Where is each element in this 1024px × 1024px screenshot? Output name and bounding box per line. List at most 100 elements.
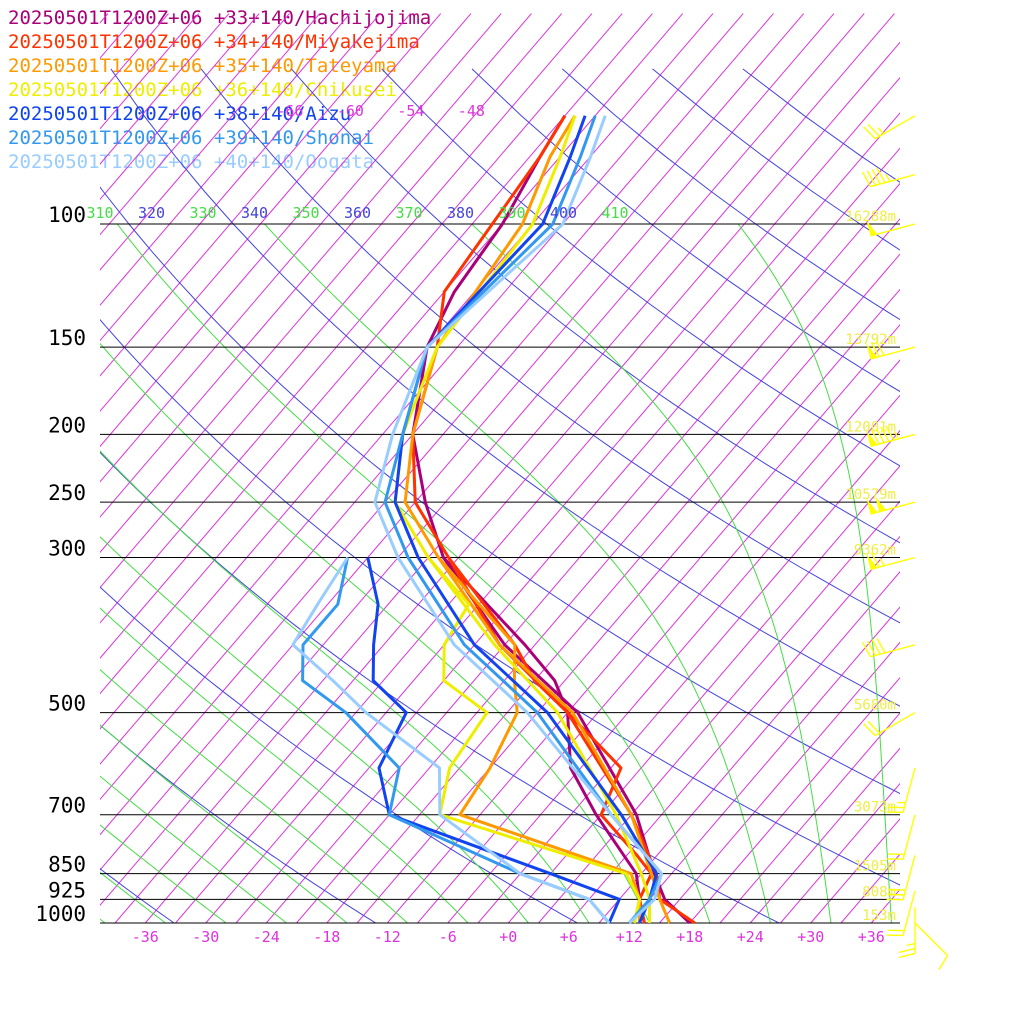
wind-barb-feather [871,169,881,185]
dewpoint-line [366,557,621,924]
temperature-tick-label: +36 [858,928,885,946]
upper-isotherm-label: -60 [337,102,364,120]
isotherm-line [100,13,139,59]
wind-barb-staff [870,346,916,360]
height-label: 5680m [854,698,896,714]
wind-barb-staff [870,556,916,571]
isotherm-line [100,13,593,589]
isotherm-line [100,13,714,730]
height-label: 808m [862,884,896,900]
height-label: 9362m [854,543,896,559]
wind-barb [886,855,916,901]
isotherm-line [962,14,1024,923]
isotherm-line [992,14,1024,923]
isentrope-label: 310 [86,204,113,222]
pressure-tick-label: 200 [48,413,86,437]
legend-entry: 20250501T1200Z+06 +33+140/Hachijojima [8,7,432,29]
isotherm-line [100,13,653,659]
isotherm-line [265,182,900,923]
dry-adiabat-line [100,868,175,923]
moist-adiabat-line [947,224,958,923]
wind-barb-feather [898,952,916,959]
dewpoint-line [442,556,646,924]
wind-barb-feather [885,425,895,441]
isotherm-line [386,323,900,923]
dry-adiabat-line [561,68,900,321]
isotherm-line [100,13,411,377]
wind-barb-staff [902,890,916,936]
isotherm-line [100,13,381,342]
legend-entry: 20250501T1200Z+06 +40+140/Oogata [8,151,375,173]
pressure-tick-label: 500 [48,692,86,716]
dry-adiabat-line [100,186,900,795]
isotherm-line [100,13,563,554]
isotherm-line [235,147,900,923]
isentrope-label: 330 [189,204,216,222]
dry-adiabat-line [381,68,900,467]
isotherm-line [932,14,1024,923]
wind-barb-feather [870,552,880,568]
isotherm-line [100,13,230,165]
isotherm-line [100,13,200,130]
upper-isotherm-label: -66 [276,102,303,120]
wind-barb-flag [866,220,878,236]
pressure-tick-label: 925 [48,878,86,902]
legend-entry: 20250501T1200Z+06 +38+140/Aizu [8,103,352,125]
dry-adiabat-line [100,318,900,886]
isentrope-label: 320 [138,204,165,222]
pressure-tick-label: 1000 [35,902,86,926]
isotherm-line [100,13,290,236]
wind-barb-feather [863,126,876,140]
wind-barb [861,638,916,658]
isotherm-line [100,13,169,95]
temperature-line [411,114,696,925]
wind-barb-staff [902,767,916,813]
wind-barb [914,922,949,971]
height-label: 16288m [845,209,896,225]
temperature-tick-label: -24 [253,928,280,946]
wind-barb-staff [902,855,916,900]
isotherm-line [144,41,900,923]
temperature-tick-label: +12 [616,928,643,946]
wind-barb [886,890,916,937]
wind-barb [866,552,916,571]
wind-barb-staff [902,814,916,860]
isentrope-label: 380 [447,204,474,222]
isotherm-line [780,782,900,923]
isotherm-line [100,13,744,765]
wind-barb-staff [870,173,916,188]
moist-adiabat-line [1013,224,1024,923]
wind-barb-half-feather [879,558,885,567]
isotherm-line [114,13,895,923]
wind-barb-flag [875,496,887,512]
isotherm-line [538,500,900,923]
height-label: 10579m [845,487,896,503]
pressure-tick-label: 100 [48,203,86,227]
height-label: 3073m [854,800,896,816]
moist-adiabat-line [116,223,711,923]
temperature-tick-label: -30 [192,928,219,946]
isotherm-grid [100,13,1024,923]
pressure-tick-label: 850 [48,853,86,877]
isotherm-line [749,747,900,923]
wind-barb-feather [880,426,890,442]
upper-isotherm-label: -48 [458,102,485,120]
isotherm-line [100,13,442,412]
wind-barb [866,340,916,360]
wind-barb [866,496,916,515]
isotherm-line [356,288,900,923]
wind-barbs [861,115,949,971]
wind-barb-feather [875,427,885,444]
wind-barb-flag [866,343,878,359]
pressure-tick-label: 250 [48,481,86,505]
wind-barb-feather [863,723,876,737]
isentrope-label: 390 [498,204,525,222]
temperature-tick-label: +6 [560,928,578,946]
dry-adiabat-line [100,586,578,923]
wind-barb-staff [914,922,949,957]
legend-entry: 20250501T1200Z+06 +36+140/Chikusei [8,79,397,101]
isotherm-line [598,571,900,923]
wind-barb-staff [870,501,916,515]
wind-barb-staff [870,433,916,448]
isotherm-line [902,14,1024,923]
